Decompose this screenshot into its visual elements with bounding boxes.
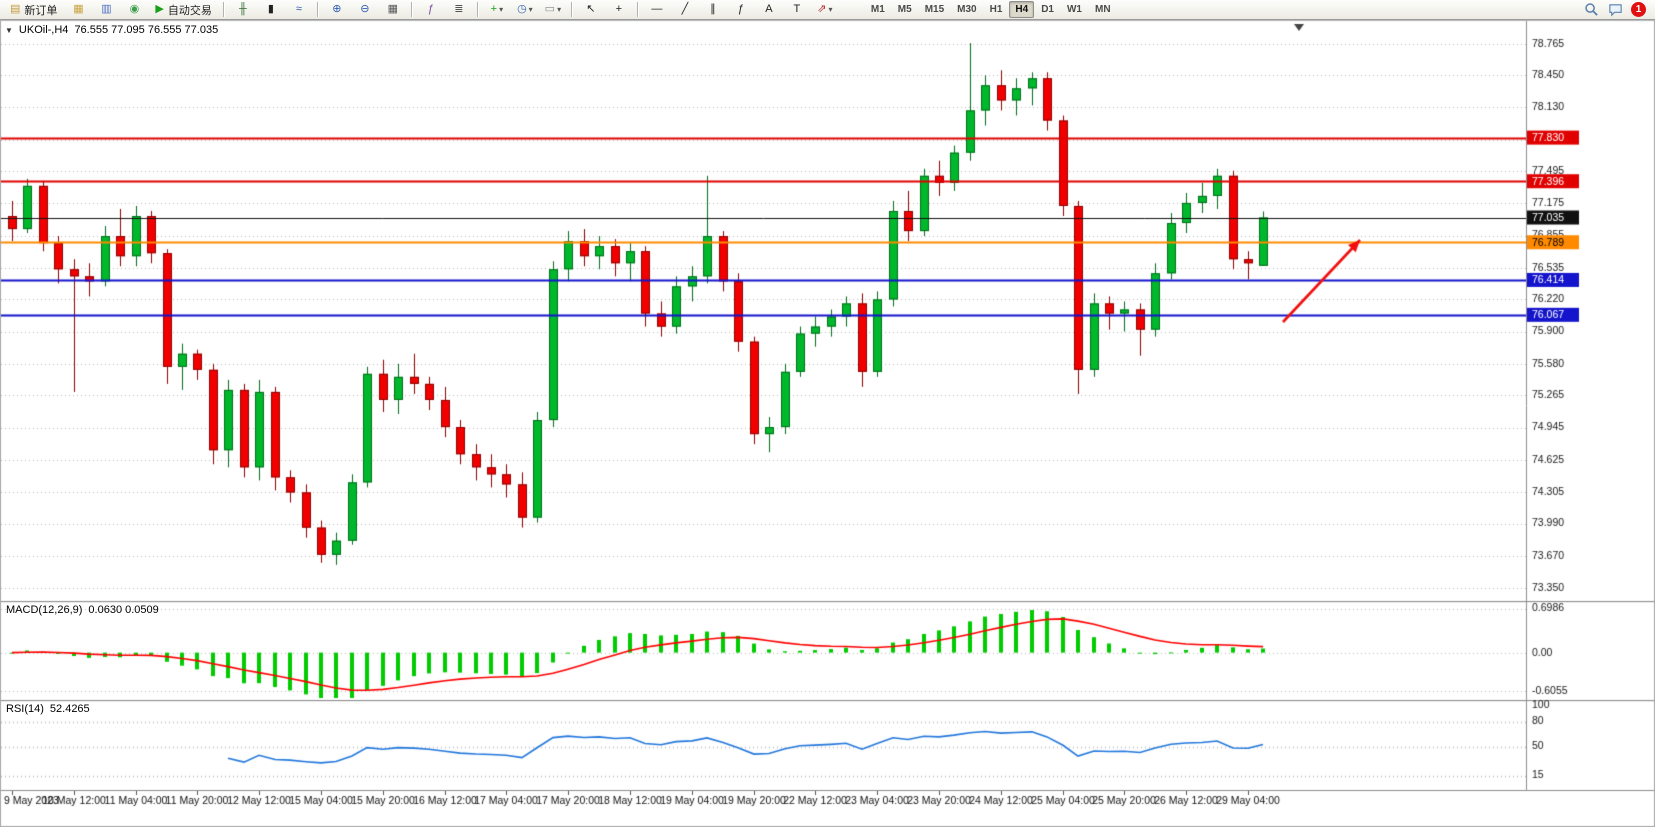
- zoom-in-button[interactable]: ⊕: [323, 0, 351, 20]
- chart-title: ▼ UKOil-,H4 76.555 77.095 76.555 77.035: [5, 24, 218, 36]
- text-label-icon: T: [793, 3, 801, 15]
- timeframe-m15-button[interactable]: M15: [924, 4, 945, 15]
- dropdown-arrow-icon[interactable]: ▾: [499, 5, 504, 14]
- horizontal-line-icon: —: [651, 3, 663, 15]
- new-order-button[interactable]: ▤ 新订单: [3, 0, 64, 20]
- chat-icon[interactable]: [1607, 2, 1623, 18]
- candlestick-chart-button[interactable]: ▮: [257, 0, 285, 20]
- toolbar-separator: [570, 2, 573, 17]
- arrows-icon: ⇗: [817, 3, 827, 15]
- toolbar-separator: [410, 2, 413, 17]
- toolbar: ▤ 新订单 ▦ ▥ ◉ ▶ 自动交易 ╫ ▮ ≈ ⊕ ⊖ ▦ ƒ ≣ + ▾ ◷ ▾ ▭ ▾ ↖ + — ╱ ∥ ƒ A T ⇗ ▾ M1 M…: [0, 0, 1655, 20]
- rsi-value: 52.4265: [49, 703, 90, 715]
- horizontal-line-button[interactable]: —: [643, 0, 671, 20]
- trendline-button[interactable]: ╱: [671, 0, 699, 20]
- toolbar-buttons: ▤ 新订单 ▦ ▥ ◉ ▶ 自动交易 ╫ ▮ ≈ ⊕ ⊖ ▦ ƒ ≣ + ▾ ◷ ▾ ▭ ▾ ↖ + — ╱ ∥ ƒ A T ⇗ ▾: [3, 0, 839, 20]
- objects-list-button[interactable]: ≣: [445, 0, 473, 20]
- toolbar-separator: [316, 2, 319, 17]
- profiles-icon: ▥: [101, 3, 112, 15]
- notification-badge[interactable]: 1: [1631, 2, 1646, 17]
- bar-chart-icon: ╫: [238, 3, 247, 15]
- profiles-button[interactable]: ▥: [92, 0, 120, 20]
- channel-button[interactable]: ∥: [699, 0, 727, 20]
- timeframe-w1-button[interactable]: W1: [1066, 4, 1082, 15]
- toolbar-separator: [636, 2, 639, 17]
- fibonacci-icon: ƒ: [737, 3, 744, 15]
- text-button[interactable]: A: [755, 0, 783, 20]
- macd-panel-label: MACD(12,26,9) 0.0630 0.0509: [6, 604, 159, 616]
- timeframe-d1-button[interactable]: D1: [1041, 4, 1054, 15]
- indicators-list-icon: ƒ: [427, 3, 434, 15]
- toolbar-separator: [222, 2, 225, 17]
- add-indicator-icon: +: [490, 3, 498, 15]
- text-label-button[interactable]: T: [783, 0, 811, 20]
- data-window-icon: ◉: [129, 3, 140, 15]
- candlestick-chart-icon: ▮: [267, 3, 274, 15]
- timeframe-m5-button[interactable]: M5: [897, 4, 912, 15]
- timeframe-h4-button[interactable]: H4: [1009, 1, 1035, 18]
- auto-trading-button-label: 自动交易: [167, 4, 212, 17]
- timeframe-m1-button[interactable]: M1: [870, 4, 885, 15]
- zoom-out-icon: ⊖: [360, 3, 370, 15]
- macd-values: 0.0630 0.0509: [88, 604, 159, 616]
- objects-list-icon: ≣: [454, 3, 464, 15]
- timeframe-h1-button[interactable]: H1: [989, 4, 1003, 15]
- timeframe-m30-button[interactable]: M30: [957, 4, 977, 15]
- one-click-trading-expand-icon[interactable]: ▼: [5, 25, 13, 35]
- timeframe-group: M1 M5 M15 M30 H1 H4 D1 W1 MN: [865, 1, 1117, 18]
- macd-name: MACD(12,26,9): [6, 604, 83, 616]
- tile-windows-icon: ▦: [387, 3, 399, 15]
- data-window-button[interactable]: ◉: [120, 0, 148, 20]
- new-chart-icon: ▦: [73, 3, 84, 15]
- auto-trading-icon: ▶: [155, 3, 164, 15]
- fibonacci-button[interactable]: ƒ: [727, 0, 755, 20]
- trendline-icon: ╱: [681, 3, 689, 15]
- templates-button[interactable]: ▭ ▾: [539, 0, 567, 20]
- dropdown-arrow-icon[interactable]: ▾: [557, 5, 562, 14]
- crosshair-icon: +: [615, 3, 623, 15]
- new-order-icon: ▤: [10, 3, 21, 15]
- new-order-button-label: 新订单: [24, 4, 58, 17]
- cursor-icon: ↖: [586, 3, 596, 15]
- rsi-name: RSI(14): [6, 703, 44, 715]
- channel-icon: ∥: [710, 3, 716, 15]
- bar-chart-button[interactable]: ╫: [229, 0, 257, 20]
- periods-button[interactable]: ◷ ▾: [511, 0, 539, 20]
- zoom-out-button[interactable]: ⊖: [351, 0, 379, 20]
- toolbar-separator: [476, 2, 479, 17]
- rsi-panel-label: RSI(14) 52.4265: [6, 703, 90, 715]
- crosshair-button[interactable]: +: [605, 0, 633, 20]
- indicators-list-button[interactable]: ƒ: [417, 0, 445, 20]
- line-chart-button[interactable]: ≈: [285, 0, 313, 20]
- dropdown-arrow-icon[interactable]: ▾: [528, 5, 533, 14]
- dropdown-arrow-icon[interactable]: ▾: [828, 5, 833, 14]
- arrows-button[interactable]: ⇗ ▾: [811, 0, 839, 20]
- cursor-button[interactable]: ↖: [577, 0, 605, 20]
- search-icon[interactable]: [1583, 2, 1599, 18]
- ohlc-values: 76.555 77.095 76.555 77.035: [74, 24, 219, 36]
- zoom-in-icon: ⊕: [332, 3, 342, 15]
- templates-icon: ▭: [544, 3, 556, 15]
- line-chart-icon: ≈: [295, 3, 302, 15]
- text-icon: A: [765, 3, 773, 15]
- timeframe-mn-button[interactable]: MN: [1094, 4, 1111, 15]
- periods-icon: ◷: [517, 3, 527, 15]
- toolbar-right: 1: [1583, 2, 1652, 18]
- symbol-period-label: UKOil-,H4: [18, 24, 69, 36]
- auto-trading-button[interactable]: ▶ 自动交易: [148, 0, 218, 20]
- new-chart-button[interactable]: ▦: [64, 0, 92, 20]
- tile-windows-button[interactable]: ▦: [379, 0, 407, 20]
- add-indicator-button[interactable]: + ▾: [483, 0, 511, 20]
